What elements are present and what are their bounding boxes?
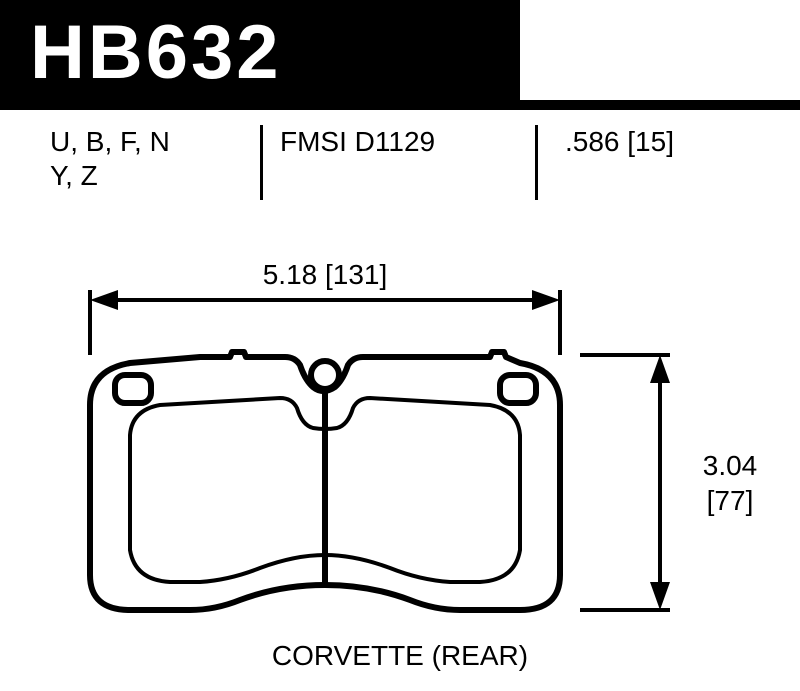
title-bar-right-blank [520, 0, 800, 105]
title-bar: HB632 [0, 0, 520, 105]
info-row: U, B, F, N Y, Z FMSI D1129 .586 [15] [0, 125, 800, 215]
brake-pad-outline [90, 352, 560, 610]
title-underline [0, 105, 800, 110]
compound-codes: U, B, F, N Y, Z [50, 125, 250, 192]
thickness-value: .586 [15] [565, 125, 765, 159]
product-label: CORVETTE (REAR) [0, 640, 800, 672]
part-number: HB632 [30, 9, 282, 96]
page-root: HB632 U, B, F, N Y, Z FMSI D1129 .586 [1… [0, 0, 800, 691]
width-dimension-label: 5.18 [131] [263, 259, 388, 290]
info-separator-1 [260, 125, 263, 200]
compound-codes-line2: Y, Z [50, 159, 250, 193]
height-dimension [580, 355, 670, 610]
width-dimension [90, 290, 560, 355]
diagram-area: 5.18 [131] 3.04 [77] [0, 230, 800, 650]
compound-codes-line1: U, B, F, N [50, 125, 250, 159]
fmsi-code: FMSI D1129 [280, 125, 520, 159]
height-dimension-label-mm: [77] [707, 485, 754, 516]
info-separator-2 [535, 125, 538, 200]
height-dimension-label-in: 3.04 [703, 450, 758, 481]
brake-pad-diagram: 5.18 [131] 3.04 [77] [0, 230, 800, 650]
